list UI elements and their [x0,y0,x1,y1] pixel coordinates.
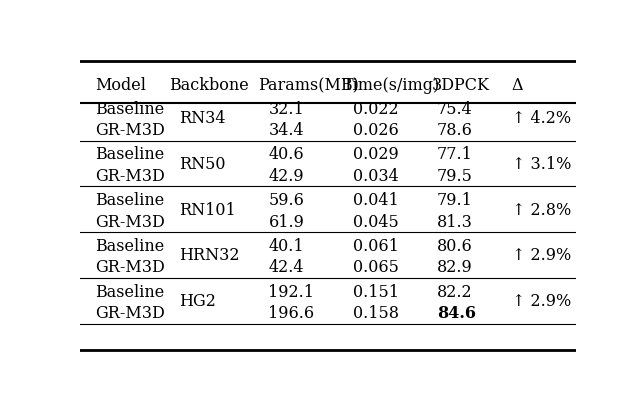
Text: Backbone: Backbone [169,77,249,94]
Text: 77.1: 77.1 [437,146,473,163]
Text: 0.151: 0.151 [353,283,399,300]
Text: 0.061: 0.061 [353,238,399,254]
Text: 3DPCK: 3DPCK [432,77,490,94]
Text: RN101: RN101 [179,201,236,218]
Text: 0.045: 0.045 [353,213,399,230]
Text: GR-M3D: GR-M3D [95,168,164,184]
Text: Params(MB): Params(MB) [259,77,360,94]
Text: GR-M3D: GR-M3D [95,213,164,230]
Text: ↑ 2.8%: ↑ 2.8% [511,201,571,218]
Text: 0.022: 0.022 [353,101,399,117]
Text: ↑ 4.2%: ↑ 4.2% [511,110,571,127]
Text: 196.6: 196.6 [269,305,315,321]
Text: Baseline: Baseline [95,101,164,117]
Text: RN34: RN34 [179,110,226,127]
Text: HRN32: HRN32 [179,247,240,264]
Text: 80.6: 80.6 [437,238,473,254]
Text: 42.9: 42.9 [269,168,304,184]
Text: 84.6: 84.6 [437,305,476,321]
Text: GR-M3D: GR-M3D [95,259,164,276]
Text: Model: Model [95,77,146,94]
Text: 40.6: 40.6 [269,146,304,163]
Text: 0.029: 0.029 [353,146,399,163]
Text: 81.3: 81.3 [437,213,473,230]
Text: ↑ 3.1%: ↑ 3.1% [511,155,571,173]
Text: 42.4: 42.4 [269,259,304,276]
Text: 40.1: 40.1 [269,238,304,254]
Text: 192.1: 192.1 [269,283,314,300]
Text: 78.6: 78.6 [437,122,473,139]
Text: 79.1: 79.1 [437,192,473,209]
Text: 0.034: 0.034 [353,168,399,184]
Text: 0.065: 0.065 [353,259,399,276]
Text: RN50: RN50 [179,155,226,173]
Text: 61.9: 61.9 [269,213,305,230]
Text: 0.158: 0.158 [353,305,399,321]
Text: 75.4: 75.4 [437,101,473,117]
Text: GR-M3D: GR-M3D [95,122,164,139]
Text: 82.9: 82.9 [437,259,473,276]
Text: 59.6: 59.6 [269,192,305,209]
Text: GR-M3D: GR-M3D [95,305,164,321]
Text: Δ: Δ [511,77,523,94]
Text: 0.026: 0.026 [353,122,399,139]
Text: Baseline: Baseline [95,283,164,300]
Text: ↑ 2.9%: ↑ 2.9% [511,247,571,264]
Text: 79.5: 79.5 [437,168,473,184]
Text: Baseline: Baseline [95,192,164,209]
Text: 0.041: 0.041 [353,192,399,209]
Text: HG2: HG2 [179,292,216,310]
Text: 34.4: 34.4 [269,122,304,139]
Text: 82.2: 82.2 [437,283,473,300]
Text: Time(s/img): Time(s/img) [343,77,440,94]
Text: ↑ 2.9%: ↑ 2.9% [511,292,571,310]
Text: Baseline: Baseline [95,238,164,254]
Text: 32.1: 32.1 [269,101,304,117]
Text: Baseline: Baseline [95,146,164,163]
